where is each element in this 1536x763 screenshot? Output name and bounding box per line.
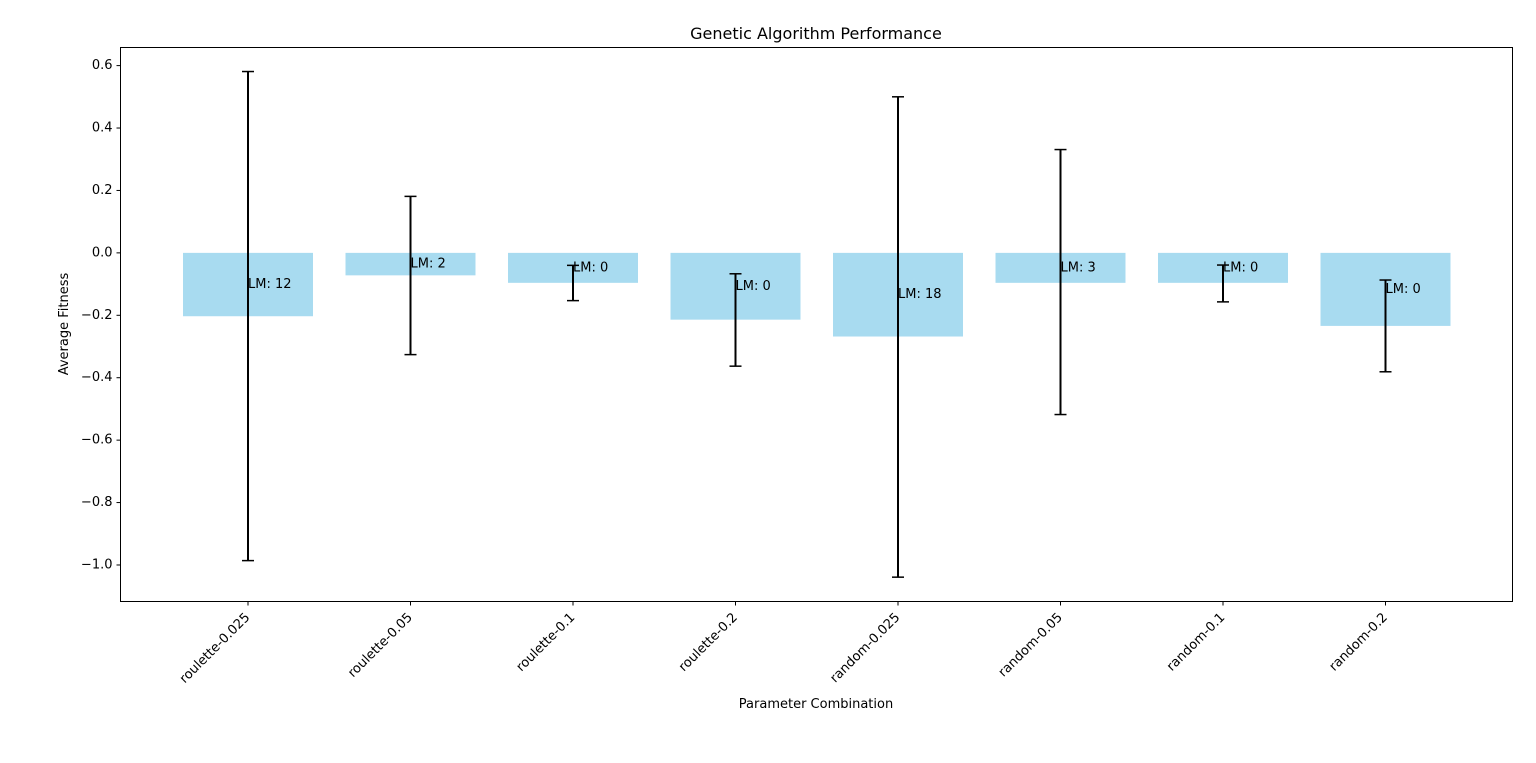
y-tick-label: −0.2 <box>81 308 113 323</box>
y-axis-ticks: 0.6 0.4 0.2 0.0 −0.2 −0.4 −0.6 −0.8 −1.0 <box>81 58 121 572</box>
error-bar <box>1217 264 1229 303</box>
y-tick-label: −0.4 <box>81 370 113 385</box>
y-tick-label: −0.8 <box>81 495 113 510</box>
error-bar <box>1054 148 1067 416</box>
bar-data-label: LM: 0 <box>1386 282 1421 297</box>
x-tick-label: roulette-0.05 <box>345 610 416 681</box>
x-tick-label: roulette-0.025 <box>177 610 253 686</box>
bar-data-label: LM: 3 <box>1061 260 1096 275</box>
y-tick-label: 0.4 <box>92 121 113 136</box>
x-tick-label: random-0.2 <box>1327 610 1391 674</box>
y-tick-label: −1.0 <box>81 557 113 572</box>
error-bar <box>892 96 904 578</box>
y-tick-label: −0.6 <box>81 433 113 448</box>
x-axis-label: Parameter Combination <box>739 697 893 712</box>
y-tick-label: 0.0 <box>92 245 113 260</box>
error-bar <box>729 273 742 367</box>
x-tick-label: roulette-0.1 <box>514 610 579 675</box>
bar-data-label: LM: 18 <box>898 287 942 302</box>
x-axis-ticks: roulette-0.025 roulette-0.05 roulette-0.1 r… <box>177 601 1391 687</box>
bars-layer <box>183 252 1451 337</box>
y-tick-label: 0.2 <box>92 183 113 198</box>
plot-frame <box>120 47 1513 602</box>
chart-title: Genetic Algorithm Performance <box>690 24 942 43</box>
bar-data-label: LM: 0 <box>736 279 771 294</box>
x-tick-label: random-0.025 <box>827 610 903 686</box>
error-bars-layer <box>242 70 1392 578</box>
bar-data-label: LM: 2 <box>411 257 446 272</box>
x-tick-label: roulette-0.2 <box>676 610 741 675</box>
x-tick-label: random-0.05 <box>996 610 1066 680</box>
error-bar <box>567 264 579 302</box>
bar-data-label: LM: 0 <box>1223 260 1258 275</box>
error-bar <box>1379 279 1392 373</box>
x-tick-label: random-0.1 <box>1164 610 1228 674</box>
bar-labels-layer: LM: 12 LM: 2 LM: 0 LM: 0 LM: 18 LM: 3 LM: 0 LM:… <box>248 257 1421 303</box>
error-bar <box>404 195 417 356</box>
error-bar <box>242 70 254 562</box>
y-tick-label: 0.6 <box>92 58 113 73</box>
bar-data-label: LM: 0 <box>573 260 608 275</box>
y-axis-label: Average Fitness <box>57 273 72 376</box>
bar-data-label: LM: 12 <box>248 277 292 292</box>
